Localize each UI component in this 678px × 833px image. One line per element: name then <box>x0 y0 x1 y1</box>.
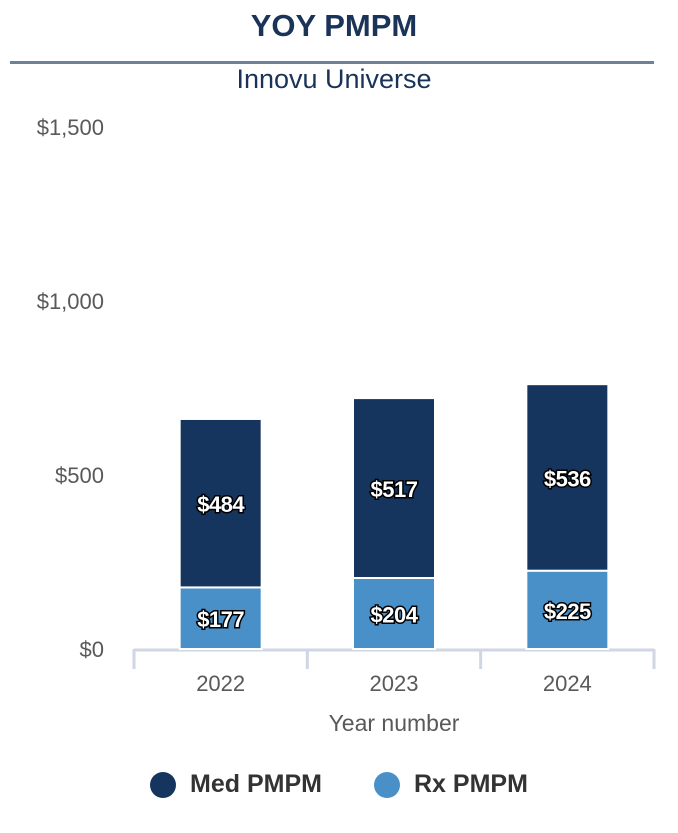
bar-rx <box>525 569 610 651</box>
data-label: $204 <box>371 603 419 628</box>
x-tick-label: 2024 <box>543 671 592 696</box>
x-tick-label: 2023 <box>370 671 419 696</box>
legend-label-rx: Rx PMPM <box>414 770 528 798</box>
bar-med <box>525 383 610 572</box>
stacked-bar-chart: $0 $500 $1,000 $1,500 $177 $484 2022 $204 $517 20… <box>37 115 656 736</box>
bar-rx <box>178 586 263 650</box>
legend-swatch-rx <box>374 772 400 798</box>
legend-label-med: Med PMPM <box>190 770 322 798</box>
x-axis-title: Year number <box>329 710 460 736</box>
y-tick-label: $0 <box>80 637 104 662</box>
chart-title: YOY PMPM <box>250 8 418 43</box>
y-tick-label: $1,500 <box>37 115 104 140</box>
data-label: $484 <box>197 492 245 517</box>
y-tick-label: $1,000 <box>37 289 104 314</box>
bar-med <box>352 397 436 580</box>
data-label: $225 <box>544 599 591 624</box>
data-label: $536 <box>544 466 591 491</box>
bar-med <box>178 417 263 589</box>
x-tick-label: 2022 <box>196 671 245 696</box>
data-label: $517 <box>371 477 418 502</box>
title-divider <box>10 61 654 64</box>
data-label: $177 <box>197 607 244 632</box>
legend-swatch-med <box>150 772 176 798</box>
chart-subtitle: Innovu Universe <box>236 64 432 94</box>
bar-rx <box>352 577 436 650</box>
legend: Med PMPM Rx PMPM <box>0 766 678 806</box>
y-tick-label: $500 <box>55 463 104 488</box>
